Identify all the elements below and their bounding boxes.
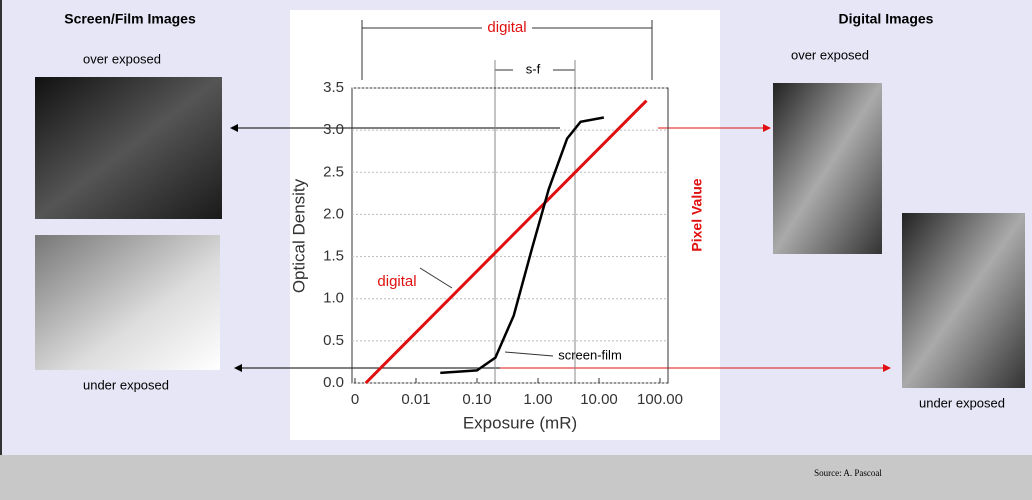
right-title: Digital Images: [839, 11, 934, 27]
border: [0, 0, 2, 455]
label: under exposed: [83, 377, 169, 392]
xray-image: [773, 83, 882, 254]
x-tick-label: 1.00: [523, 391, 552, 408]
label: over exposed: [791, 47, 869, 62]
x-tick-label: 0: [351, 391, 359, 408]
y-tick-label: 2.5: [323, 163, 344, 180]
x-tick-label: 10.00: [580, 391, 618, 408]
left-title: Screen/Film Images: [64, 11, 196, 27]
y-tick-label: 1.0: [323, 290, 344, 307]
xray-image: [902, 213, 1025, 388]
y-tick-label: 3.5: [323, 79, 344, 96]
source: Source: A. Pascoal: [814, 468, 882, 478]
slide: Screen/Film Images over exposed under ex…: [0, 0, 1032, 500]
annotation: s-f: [526, 61, 541, 76]
chart-panel: [290, 10, 720, 440]
y-axis-label: Optical Density: [289, 178, 308, 293]
y2-axis-label: Pixel Value: [689, 178, 705, 251]
y-tick-label: 0.5: [323, 332, 344, 349]
y-tick-label: 1.5: [323, 248, 344, 265]
annotation: screen-film: [558, 347, 622, 362]
annotation: digital: [377, 273, 416, 290]
x-axis-label: Exposure (mR): [463, 413, 577, 432]
y-tick-label: 2.0: [323, 205, 344, 222]
label: over exposed: [83, 51, 161, 66]
y-tick-label: 0.0: [323, 374, 344, 391]
xray-image: [35, 235, 220, 370]
y-tick-label: 3.0: [323, 121, 344, 138]
annotation: digital: [487, 19, 526, 36]
label: under exposed: [919, 395, 1005, 410]
x-tick-label: 100.00: [637, 391, 683, 408]
xray-image: [35, 77, 222, 219]
x-tick-label: 0.10: [462, 391, 491, 408]
x-tick-label: 0.01: [401, 391, 430, 408]
